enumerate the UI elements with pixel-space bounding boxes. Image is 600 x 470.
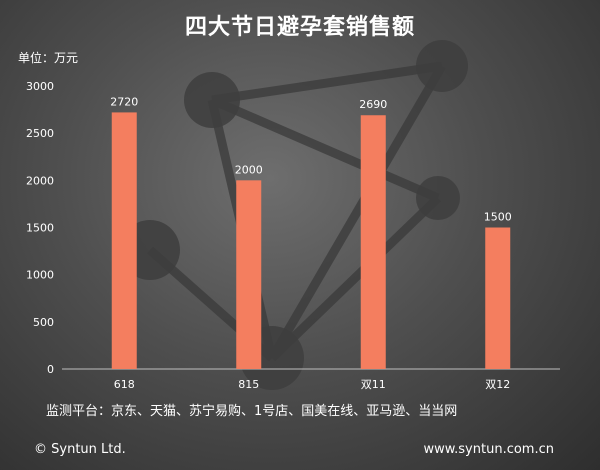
x-tick-label: 815 <box>238 378 259 391</box>
chart-title: 四大节日避孕套销售额 <box>184 15 415 40</box>
y-tick-label: 0 <box>47 363 54 376</box>
bar <box>236 180 262 369</box>
bars: 2720 2000 2690 1500 <box>110 95 512 369</box>
y-tick-label: 1000 <box>26 269 54 282</box>
y-tick-label: 1500 <box>26 222 54 235</box>
x-tick-label: 618 <box>114 378 135 391</box>
unit-label: 单位：万元 <box>18 51 79 65</box>
data-label: 2000 <box>235 163 263 176</box>
data-label: 2690 <box>359 98 387 111</box>
y-tick-label: 3000 <box>26 80 54 93</box>
website-link[interactable]: www.syntun.com.cn <box>423 442 554 457</box>
bar <box>485 227 511 369</box>
y-tick-label: 2000 <box>26 174 54 187</box>
x-tick-label: 双11 <box>361 378 386 391</box>
y-tick-label: 500 <box>33 316 54 329</box>
x-axis-ticks: 618 815 双11 双12 <box>114 378 511 391</box>
copyright-text: © Syntun Ltd. <box>34 442 126 457</box>
x-tick-label: 双12 <box>485 378 510 391</box>
y-axis-ticks: 0 500 1000 1500 2000 2500 3000 <box>26 80 54 376</box>
y-tick-label: 2500 <box>26 127 54 140</box>
bar <box>111 112 137 369</box>
data-label: 1500 <box>484 211 512 224</box>
data-label: 2720 <box>110 95 138 108</box>
bar <box>360 115 386 369</box>
platform-note: 监测平台：京东、天猫、苏宁易购、1号店、国美在线、亚马逊、当当网 <box>46 404 458 419</box>
